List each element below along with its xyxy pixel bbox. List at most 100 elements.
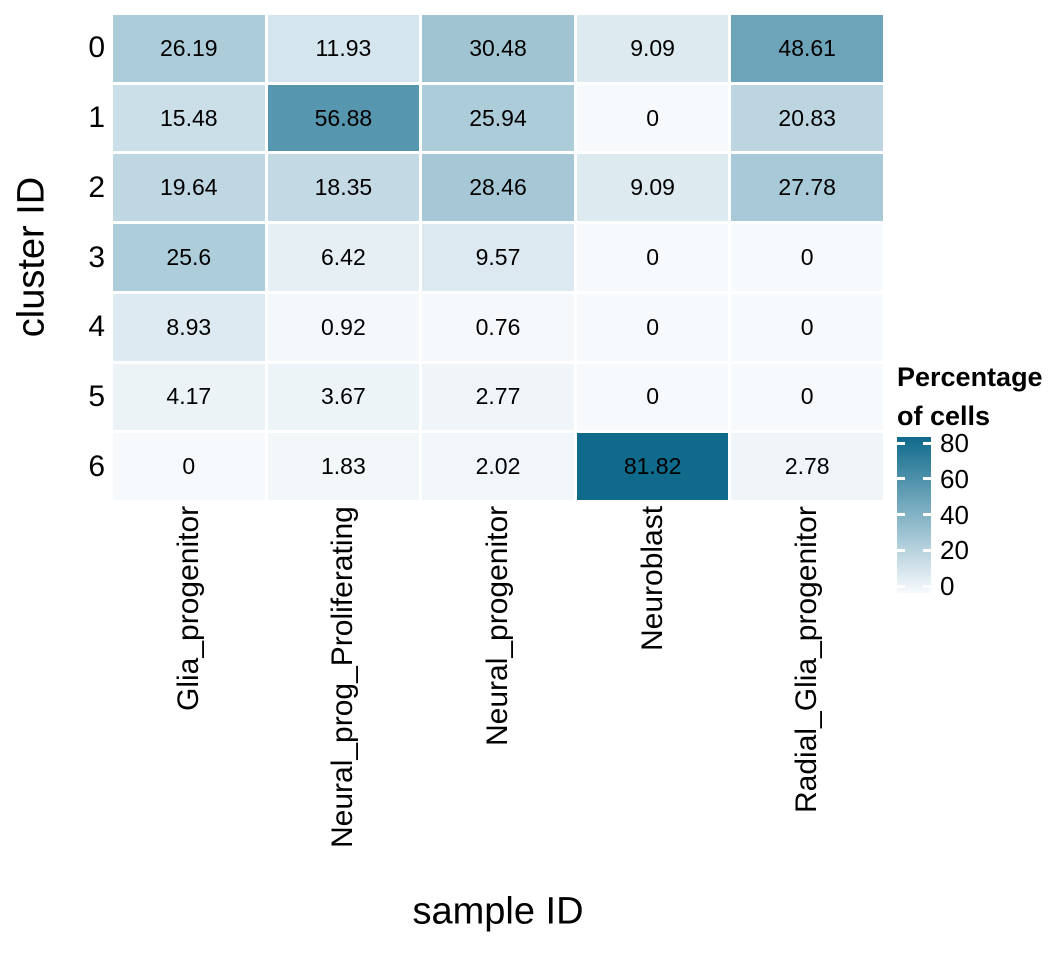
cell-value: 0 bbox=[646, 243, 659, 270]
cell-value: 3.67 bbox=[321, 383, 366, 410]
heatmap-cell: 11.93 bbox=[267, 15, 420, 82]
cell-value: 48.61 bbox=[778, 34, 836, 61]
legend-tick-mark bbox=[897, 441, 905, 445]
heatmap-cell: 27.78 bbox=[731, 154, 883, 222]
legend-tick-label: 80 bbox=[940, 428, 969, 459]
heatmap-cell: 9.09 bbox=[576, 15, 729, 82]
legend-tick-mark bbox=[923, 513, 931, 517]
y-tick-label: 5 bbox=[88, 379, 105, 413]
heatmap-cell: 1.83 bbox=[267, 433, 420, 500]
heatmap-cell: 0.92 bbox=[267, 293, 420, 361]
cell-value: 56.88 bbox=[314, 104, 373, 131]
cell-value: 20.83 bbox=[778, 104, 836, 131]
heatmap-cell: 8.93 bbox=[113, 293, 265, 361]
heatmap-cell: 2.02 bbox=[422, 433, 574, 500]
heatmap-cell: 9.57 bbox=[422, 224, 574, 291]
cell-value: 0.76 bbox=[475, 313, 521, 340]
heatmap-cell: 56.88 bbox=[267, 84, 420, 152]
heatmap-grid: 26.19 11.93 30.48 9.09 48.61 15.48 56.88 25.94 0… bbox=[113, 15, 883, 500]
y-tick-label: 3 bbox=[88, 240, 105, 274]
heatmap-cell: 4.17 bbox=[113, 363, 265, 431]
legend-tick-mark bbox=[923, 548, 931, 552]
x-tick-label: Neuroblast bbox=[635, 506, 669, 652]
cell-value: 26.19 bbox=[160, 34, 218, 61]
legend-title-line2: of cells bbox=[897, 401, 991, 431]
heatmap-cell: 0 bbox=[576, 363, 729, 431]
y-tick-label: 2 bbox=[88, 170, 105, 204]
heatmap-cell: 0 bbox=[731, 363, 883, 431]
cell-value: 19.64 bbox=[160, 174, 218, 201]
heatmap-cell: 0 bbox=[113, 433, 265, 500]
legend-tick-label: 60 bbox=[940, 463, 969, 494]
cell-value: 30.48 bbox=[469, 34, 527, 61]
cell-value: 9.57 bbox=[475, 243, 521, 270]
cell-value: 2.78 bbox=[784, 453, 830, 480]
cell-value: 0 bbox=[800, 383, 814, 410]
cell-value: 0 bbox=[646, 104, 659, 131]
cell-value: 1.83 bbox=[321, 453, 366, 480]
cell-value: 0.92 bbox=[321, 313, 366, 340]
cell-value: 15.48 bbox=[160, 104, 218, 131]
legend-tick-label: 0 bbox=[940, 571, 955, 602]
cell-value: 2.02 bbox=[475, 453, 521, 480]
x-tick-label: Radial_Glia_progenitor bbox=[790, 506, 824, 813]
heatmap-cell: 26.19 bbox=[113, 15, 265, 82]
cell-value: 81.82 bbox=[623, 453, 682, 480]
legend-tick-mark bbox=[923, 441, 931, 445]
heatmap-cell: 25.6 bbox=[113, 224, 265, 291]
x-tick-label: Neural_prog_Proliferating bbox=[326, 506, 360, 848]
y-axis-title: cluster ID bbox=[10, 176, 53, 338]
legend-title: Percentage of cells bbox=[897, 358, 1043, 436]
cell-value: 9.09 bbox=[630, 174, 675, 201]
legend-title-line1: Percentage bbox=[897, 362, 1043, 392]
legend-tick-mark bbox=[923, 477, 931, 481]
cell-value: 6.42 bbox=[321, 243, 366, 270]
cell-value: 4.17 bbox=[166, 383, 212, 410]
cell-value: 8.93 bbox=[166, 313, 212, 340]
heatmap-cell: 18.35 bbox=[267, 154, 420, 222]
heatmap-cell: 19.64 bbox=[113, 154, 265, 222]
heatmap-cell: 2.77 bbox=[422, 363, 574, 431]
heatmap-cell: 6.42 bbox=[267, 224, 420, 291]
heatmap-cell: 81.82 bbox=[576, 433, 729, 500]
heatmap-cell: 0 bbox=[576, 224, 729, 291]
cell-value: 2.77 bbox=[475, 383, 521, 410]
heatmap-cell: 3.67 bbox=[267, 363, 420, 431]
heatmap-cell: 0 bbox=[731, 224, 883, 291]
heatmap-cell: 28.46 bbox=[422, 154, 574, 222]
cell-value: 28.46 bbox=[469, 174, 527, 201]
cell-value: 0 bbox=[182, 453, 196, 480]
cell-value: 25.6 bbox=[166, 243, 212, 270]
legend-tick-mark bbox=[923, 584, 931, 588]
heatmap-cell: 20.83 bbox=[731, 84, 883, 152]
heatmap-cell: 15.48 bbox=[113, 84, 265, 152]
cell-value: 27.78 bbox=[778, 174, 836, 201]
heatmap-cell: 0 bbox=[576, 84, 729, 152]
heatmap-cell: 48.61 bbox=[731, 15, 883, 82]
cell-value: 0 bbox=[646, 313, 659, 340]
x-tick-label: Glia_progenitor bbox=[171, 506, 205, 712]
cell-value: 0 bbox=[800, 243, 814, 270]
heatmap-cell: 0.76 bbox=[422, 293, 574, 361]
legend-tick-mark bbox=[897, 548, 905, 552]
y-tick-label: 6 bbox=[88, 449, 105, 483]
heatmap-cell: 25.94 bbox=[422, 84, 574, 152]
legend-tick-label: 40 bbox=[940, 499, 969, 530]
cell-value: 25.94 bbox=[469, 104, 527, 131]
heatmap-cell: 0 bbox=[731, 293, 883, 361]
y-tick-label: 4 bbox=[88, 310, 105, 344]
legend-tick-mark bbox=[897, 584, 905, 588]
cell-value: 0 bbox=[800, 313, 814, 340]
heatmap-cell: 0 bbox=[576, 293, 729, 361]
y-tick-label: 0 bbox=[88, 31, 105, 65]
legend-tick-label: 20 bbox=[940, 535, 969, 566]
legend-tick-mark bbox=[897, 477, 905, 481]
cell-value: 9.09 bbox=[630, 34, 675, 61]
x-tick-label: Neural_progenitor bbox=[481, 506, 514, 747]
y-tick-label: 1 bbox=[88, 101, 105, 135]
legend-tick-mark bbox=[897, 513, 905, 517]
cell-value: 0 bbox=[646, 383, 659, 410]
x-axis-title: sample ID bbox=[412, 890, 584, 933]
heatmap-cell: 30.48 bbox=[422, 15, 574, 82]
cell-value: 18.35 bbox=[314, 174, 373, 201]
